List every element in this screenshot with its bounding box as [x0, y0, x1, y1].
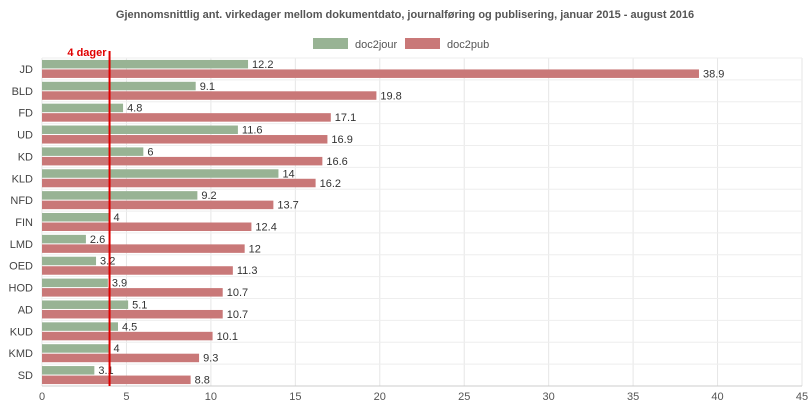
bar-doc2jour — [42, 366, 95, 375]
bar-doc2jour — [42, 191, 198, 200]
data-label-doc2jour: 14 — [282, 168, 294, 180]
data-label-doc2pub: 16.2 — [320, 178, 341, 190]
bar-doc2pub — [42, 135, 328, 144]
category-label: NFD — [10, 195, 33, 207]
category-label: KMD — [9, 348, 34, 360]
category-label: JD — [20, 64, 34, 76]
legend-label-doc2pub: doc2pub — [447, 39, 489, 51]
x-tick-label: 20 — [374, 391, 386, 403]
bar-doc2pub — [42, 69, 699, 78]
legend-swatch-doc2pub — [405, 38, 440, 49]
data-label-doc2pub: 10.7 — [227, 287, 248, 299]
data-label-doc2jour: 3.1 — [98, 365, 113, 377]
bars: 12.2 38.9 9.1 19.8 4.8 17.1 11.6 16.9 6 16.6 14 16.… — [42, 59, 724, 387]
data-label-doc2pub: 12.4 — [255, 222, 276, 234]
grid — [41, 57, 803, 387]
category-label: KLD — [12, 173, 33, 185]
data-label-doc2jour: 9.1 — [200, 81, 215, 93]
data-label-doc2pub: 13.7 — [277, 200, 298, 212]
bar-doc2jour — [42, 256, 97, 266]
bar-doc2jour — [42, 322, 118, 331]
x-tick-label: 45 — [796, 391, 808, 403]
data-label-doc2pub: 12 — [249, 243, 261, 255]
data-label-doc2jour: 12.2 — [252, 59, 273, 71]
legend-label-doc2jour: doc2jour — [355, 39, 398, 51]
category-label: LMD — [10, 239, 33, 251]
category-label: BLD — [12, 86, 33, 98]
category-label: KD — [18, 151, 33, 163]
category-label: FIN — [15, 217, 33, 229]
data-label-doc2jour: 5.1 — [132, 299, 147, 311]
category-label: UD — [17, 130, 33, 142]
bar-doc2pub — [42, 309, 223, 319]
data-label-doc2jour: 4.8 — [127, 103, 142, 115]
bar-doc2pub — [42, 331, 213, 341]
bar-doc2jour — [42, 125, 238, 135]
bar-doc2pub — [42, 178, 316, 188]
x-tick-label: 40 — [711, 391, 723, 403]
bar-doc2jour — [42, 147, 144, 156]
data-label-doc2pub: 11.3 — [237, 265, 258, 277]
bar-doc2pub — [42, 200, 274, 210]
data-label-doc2pub: 38.9 — [703, 68, 724, 80]
x-tick-label: 35 — [627, 391, 639, 403]
x-tick-label: 5 — [123, 391, 129, 403]
bar-doc2jour — [42, 169, 279, 178]
data-label-doc2pub: 9.3 — [203, 353, 218, 365]
bar-doc2pub — [42, 288, 223, 297]
bar-doc2jour — [42, 278, 108, 288]
reference-line-label: 4 dager — [67, 47, 107, 59]
bar-doc2jour — [42, 59, 249, 69]
bar-doc2jour — [42, 213, 110, 222]
data-label-doc2pub: 10.7 — [227, 309, 248, 321]
bar-doc2jour — [42, 103, 124, 113]
data-label-doc2jour: 4 — [114, 343, 120, 355]
data-label-doc2pub: 8.8 — [195, 375, 210, 387]
legend: doc2jour doc2pub — [313, 38, 489, 51]
bar-doc2pub — [42, 375, 191, 385]
x-tick-label: 30 — [543, 391, 555, 403]
reference-line-group: 4 dager — [67, 47, 111, 386]
category-label: FD — [18, 108, 33, 120]
chart-title: Gjennomsnittlig ant. virkedager mellom d… — [116, 9, 694, 21]
category-label: OED — [9, 261, 33, 273]
category-labels: JD BLD FD UD KD KLD NFD FIN LMD OED HOD AD KUD KMD SD — [9, 64, 34, 382]
data-label-doc2jour: 3.2 — [100, 256, 115, 268]
data-label-doc2jour: 6 — [147, 146, 153, 158]
bar-doc2pub — [42, 156, 323, 166]
data-label-doc2jour: 11.6 — [242, 125, 263, 137]
bar-doc2pub — [42, 244, 245, 253]
data-label-doc2pub: 10.1 — [217, 331, 238, 343]
bar-doc2jour — [42, 300, 129, 309]
bar-doc2pub — [42, 222, 252, 231]
data-label-doc2pub: 19.8 — [380, 90, 401, 102]
legend-swatch-doc2jour — [313, 38, 348, 49]
data-label-doc2jour: 2.6 — [90, 234, 105, 246]
bar-doc2jour — [42, 344, 110, 353]
bar-doc2jour — [42, 81, 196, 91]
data-label-doc2pub: 17.1 — [335, 112, 356, 124]
x-tick-label: 25 — [458, 391, 470, 403]
data-label-doc2jour: 9.2 — [201, 190, 216, 202]
data-label-doc2jour: 4.5 — [122, 321, 137, 333]
bar-doc2pub — [42, 113, 331, 122]
data-label-doc2jour: 3.9 — [112, 278, 127, 290]
category-label: SD — [18, 370, 33, 382]
data-label-doc2pub: 16.9 — [331, 134, 352, 146]
x-tick-label: 15 — [289, 391, 301, 403]
bar-doc2pub — [42, 266, 233, 275]
x-tick-label: 0 — [39, 391, 45, 403]
category-label: AD — [18, 304, 33, 316]
data-label-doc2pub: 16.6 — [326, 156, 347, 168]
x-axis: 0 5 10 15 20 25 30 35 40 45 — [39, 385, 808, 403]
x-tick-label: 10 — [205, 391, 217, 403]
bar-doc2pub — [42, 353, 200, 363]
bar-doc2pub — [42, 91, 377, 100]
category-label: HOD — [9, 283, 34, 295]
category-label: KUD — [10, 326, 33, 338]
data-label-doc2jour: 4 — [114, 212, 120, 224]
bar-doc2jour — [42, 234, 86, 244]
